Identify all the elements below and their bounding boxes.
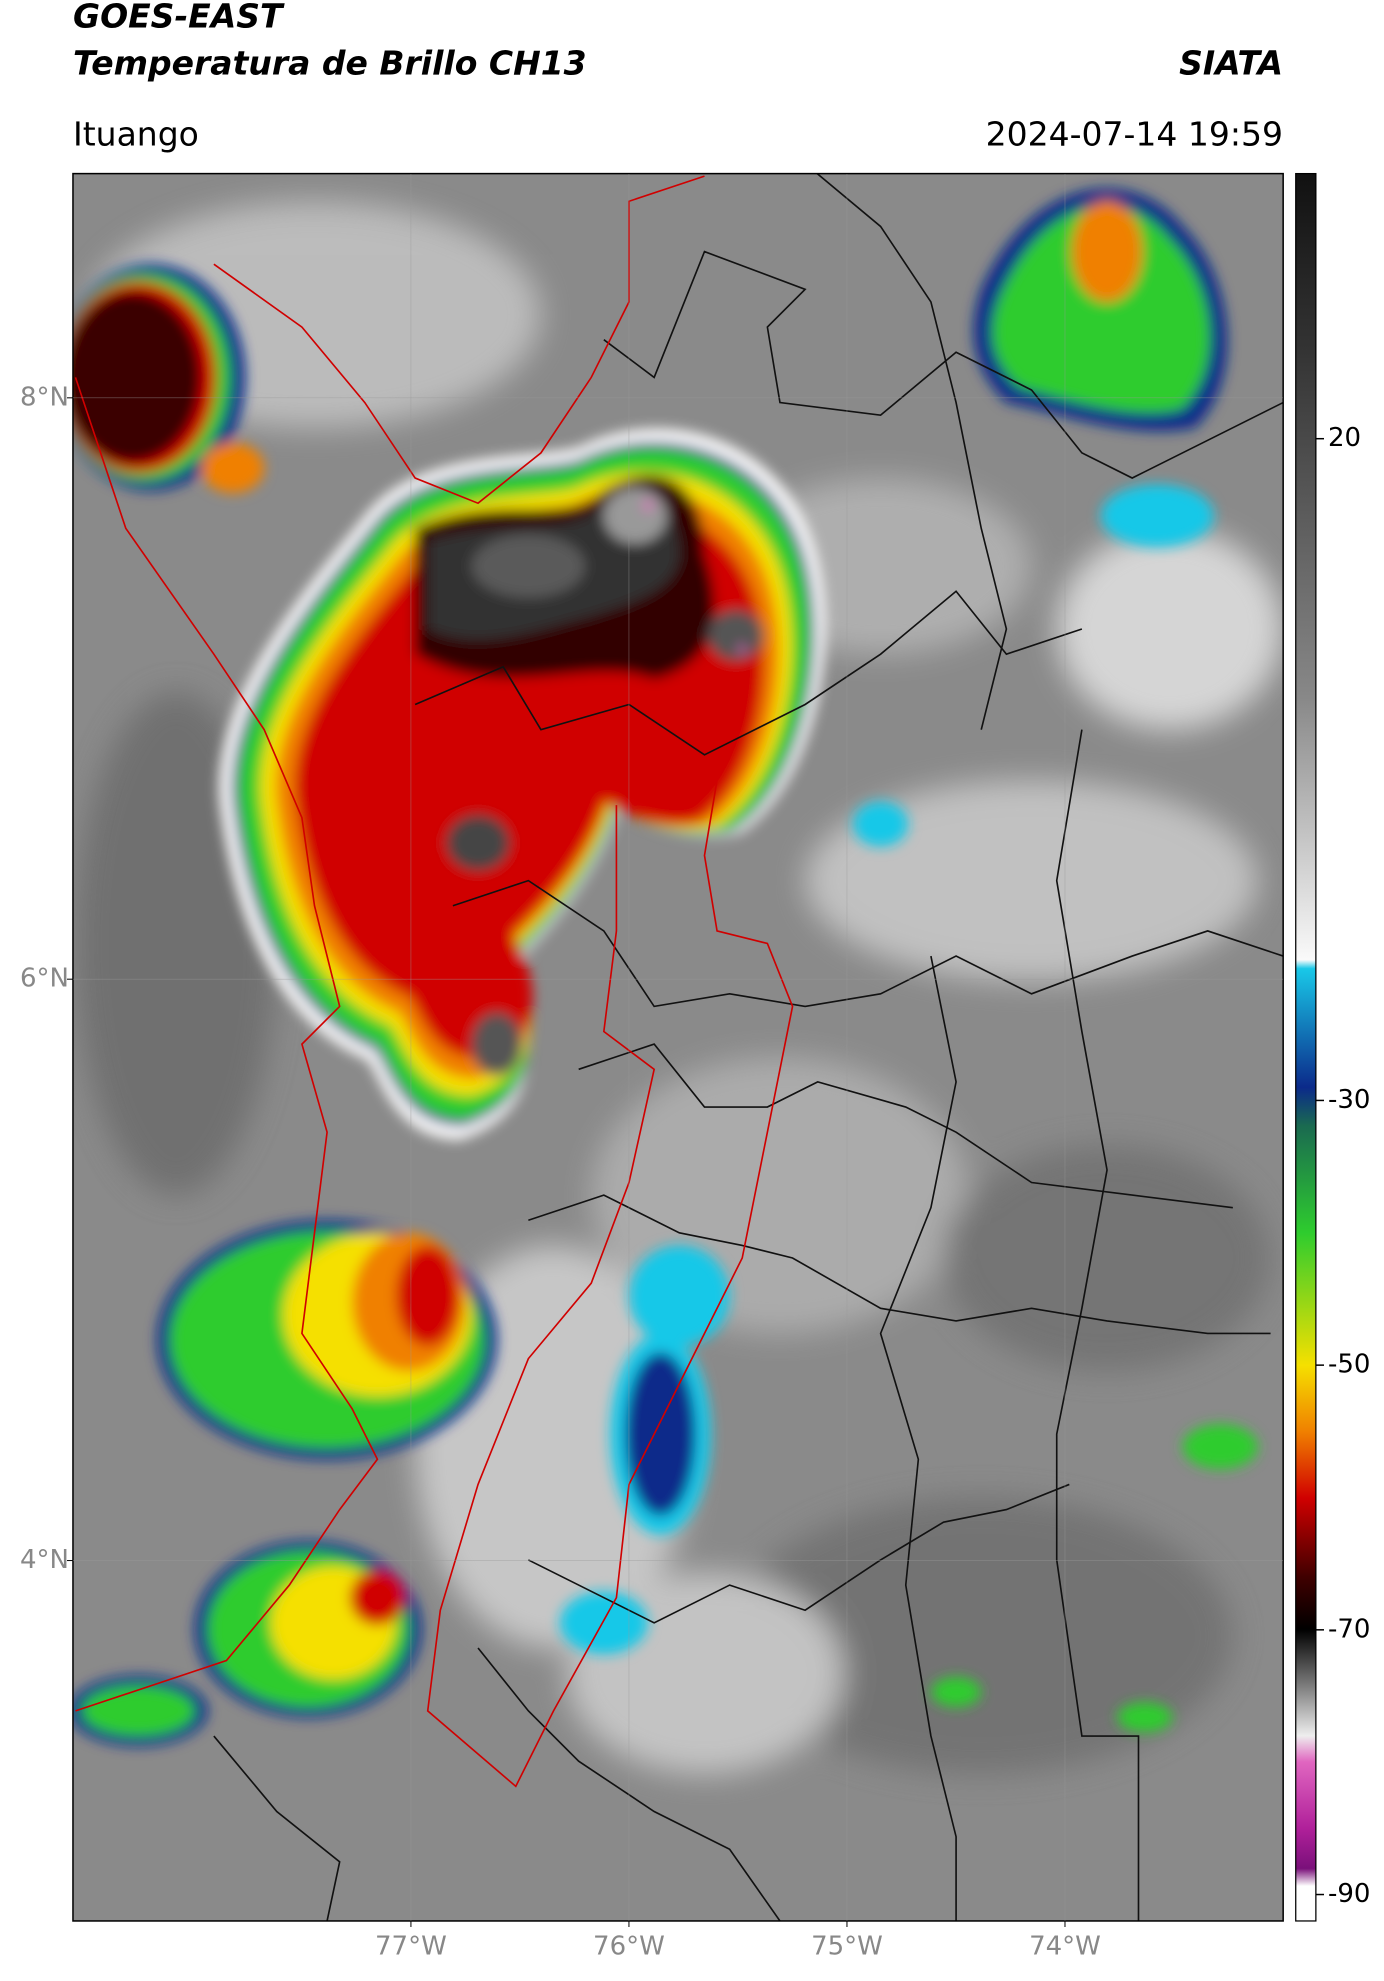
location: Ituango [73,115,199,154]
datetime: 2024-07-14 19:59 [986,115,1283,154]
source: SIATA [1179,44,1283,83]
colorbar-tick-label: 20 [1328,423,1361,453]
x-tick-label: 75°W [811,1932,883,1962]
colorbar-tick-label: -70 [1328,1614,1370,1644]
y-tick-label: 6°N [20,964,69,994]
x-tick-label: 76°W [593,1932,665,1962]
colorbar-tick-label: -30 [1328,1085,1370,1115]
y-tick-label: 8°N [20,382,69,412]
subtitle: Temperatura de Brillo CH13 [73,44,587,83]
title: GOES-EAST [73,0,285,36]
colorbar-tick-label: -50 [1328,1350,1370,1380]
x-tick-label: 77°W [375,1932,447,1962]
colorbar-tick-label: -90 [1328,1879,1370,1909]
x-tick-label: 74°W [1029,1932,1101,1962]
y-tick-label: 4°N [20,1545,69,1575]
map-imagery [72,172,1317,1922]
